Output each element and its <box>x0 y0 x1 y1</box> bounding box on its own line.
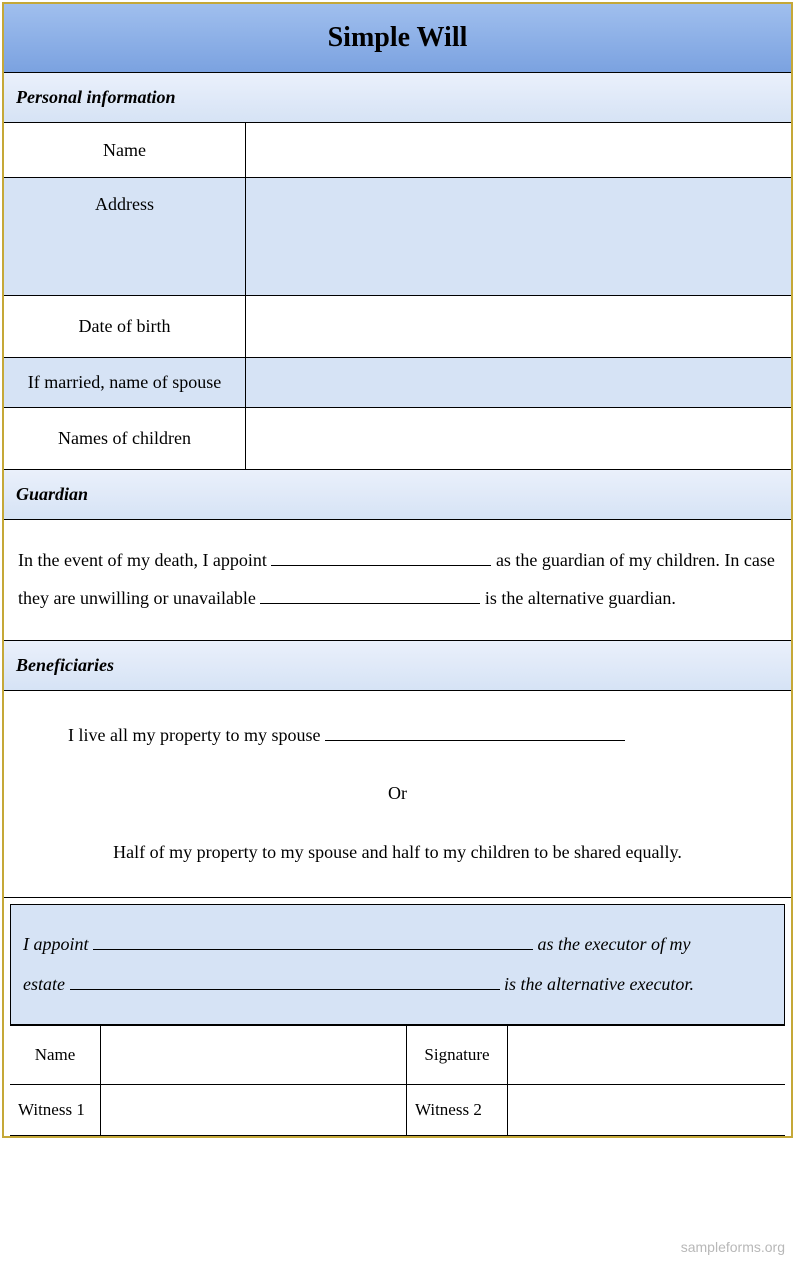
guardian-body: In the event of my death, I appoint as t… <box>4 520 791 641</box>
input-address[interactable] <box>246 178 791 295</box>
form-container: Simple Will Personal information Name Ad… <box>2 2 793 1138</box>
label-children: Names of children <box>4 408 246 469</box>
row-spouse: If married, name of spouse <box>4 358 791 408</box>
witness-h-signature-blank[interactable] <box>508 1026 785 1084</box>
beneficiaries-line2: Half of my property to my spouse and hal… <box>18 838 777 867</box>
executor-text-1a: I appoint <box>23 934 93 954</box>
beneficiaries-body: I live all my property to my spouse Or H… <box>4 691 791 898</box>
guardian-text-2b: is the alternative guardian. <box>480 588 675 608</box>
executor-text-2a: estate <box>23 974 70 994</box>
section-guardian-header: Guardian <box>4 470 791 520</box>
row-dob: Date of birth <box>4 296 791 358</box>
witness-header-row: Name Signature <box>10 1025 785 1085</box>
input-name[interactable] <box>246 123 791 177</box>
row-address: Address <box>4 178 791 296</box>
label-name: Name <box>4 123 246 177</box>
guardian-blank-2[interactable] <box>260 603 480 604</box>
witness-h-name-blank[interactable] <box>101 1026 407 1084</box>
guardian-text-1b: as the guardian of my children. In <box>491 550 739 570</box>
label-dob: Date of birth <box>4 296 246 357</box>
beneficiaries-blank[interactable] <box>325 740 625 741</box>
input-dob[interactable] <box>246 296 791 357</box>
witness-2-label: Witness 2 <box>407 1085 508 1135</box>
title-bar: Simple Will <box>4 4 791 73</box>
label-address: Address <box>4 178 246 295</box>
witness-2-input[interactable] <box>508 1085 785 1135</box>
executor-blank-1[interactable] <box>93 949 533 950</box>
beneficiaries-line1: I live all my property to my spouse <box>68 725 325 745</box>
executor-block: I appoint as the executor of my estate i… <box>10 904 785 1025</box>
executor-text-2b: is the alternative executor. <box>500 974 694 994</box>
input-spouse[interactable] <box>246 358 791 407</box>
section-personal-header: Personal information <box>4 73 791 123</box>
section-beneficiaries-header: Beneficiaries <box>4 641 791 691</box>
witness-h-name: Name <box>10 1026 101 1084</box>
guardian-text-1a: In the event of my death, I appoint <box>18 550 271 570</box>
label-spouse: If married, name of spouse <box>4 358 246 407</box>
witness-1-input[interactable] <box>101 1085 407 1135</box>
row-name: Name <box>4 123 791 178</box>
watermark: sampleforms.org <box>681 1239 785 1255</box>
executor-blank-2[interactable] <box>70 989 500 990</box>
executor-text-1b: as the executor of my <box>533 934 690 954</box>
witness-1-label: Witness 1 <box>10 1085 101 1135</box>
guardian-blank-1[interactable] <box>271 565 491 566</box>
witness-h-signature: Signature <box>407 1026 508 1084</box>
row-children: Names of children <box>4 408 791 470</box>
input-children[interactable] <box>246 408 791 469</box>
witness-row: Witness 1 Witness 2 <box>10 1085 785 1136</box>
beneficiaries-or: Or <box>18 779 777 808</box>
form-title: Simple Will <box>4 22 791 54</box>
